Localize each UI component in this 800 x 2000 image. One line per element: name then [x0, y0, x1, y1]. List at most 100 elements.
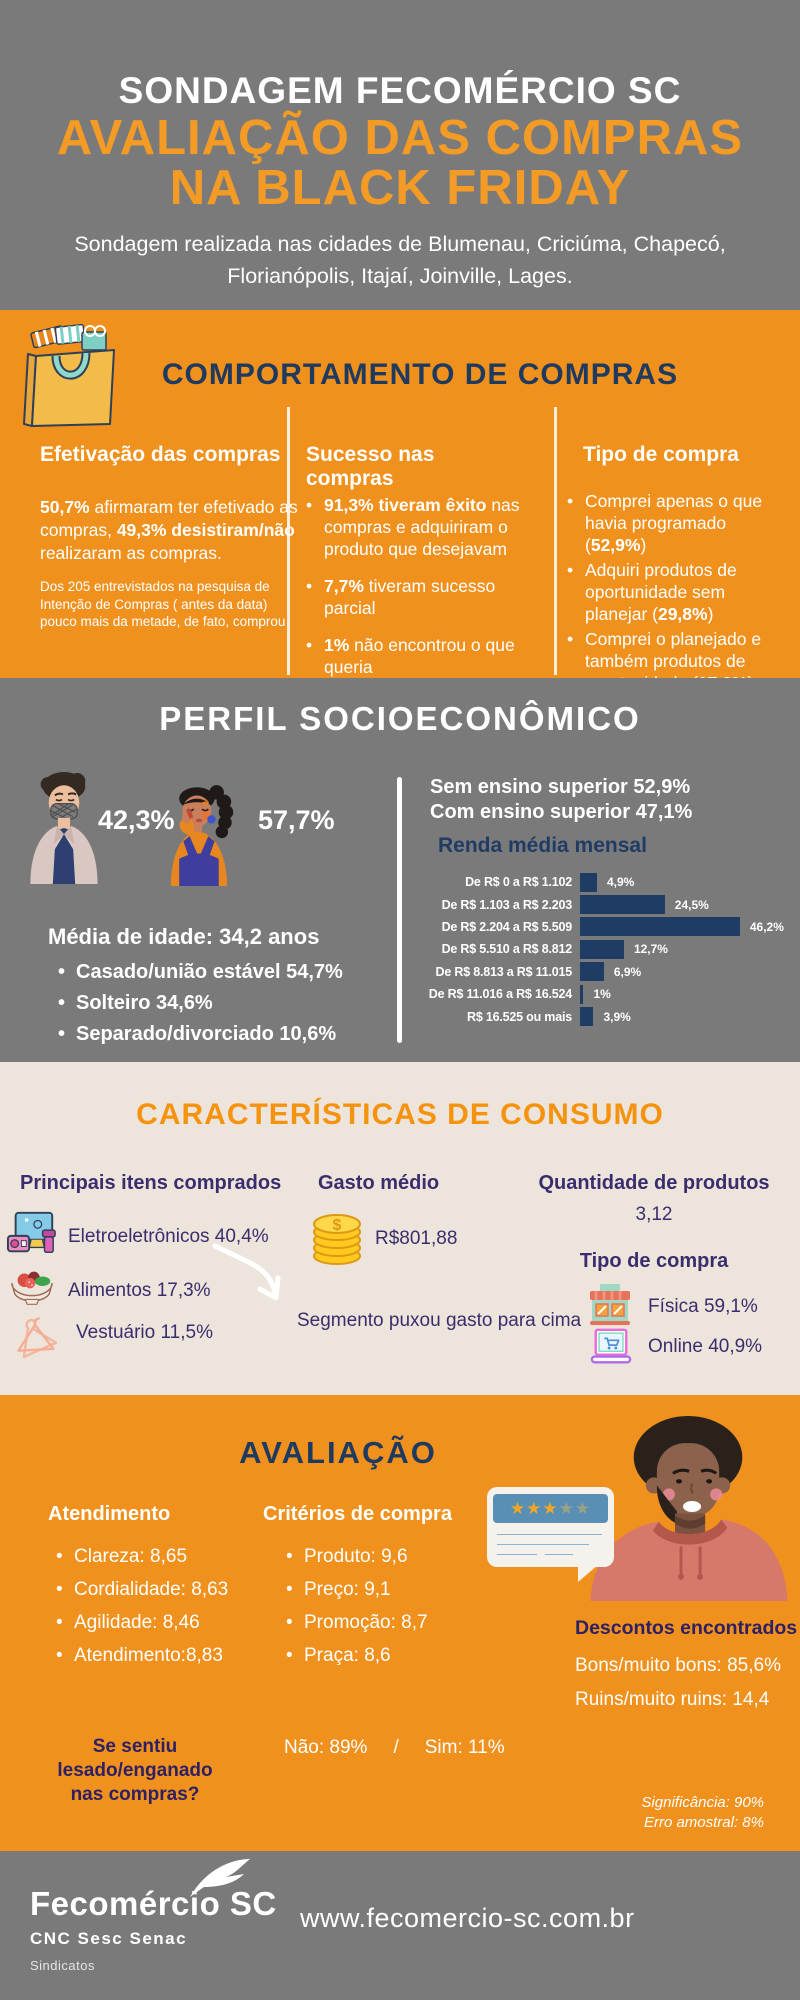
- feather-icon: [188, 1857, 252, 1899]
- tipo-compra-bullet-list: Comprei apenas o que havia programado (5…: [567, 490, 779, 697]
- chart-value-label: 1%: [593, 987, 611, 1002]
- section-consumo: CARACTERÍSTICAS DE CONSUMO Principais it…: [0, 1062, 800, 1395]
- chart-bar: [580, 939, 624, 959]
- average-age: Média de idade: 34,2 anos: [48, 924, 320, 949]
- hanger-icon: [12, 1312, 58, 1359]
- education-stats: Sem ensino superior 52,9% Com ensino sup…: [430, 775, 692, 825]
- laptop-icon: [590, 1328, 632, 1366]
- list-item: Clareza: 8,65: [56, 1547, 256, 1568]
- lesado-separator: /: [393, 1737, 399, 1758]
- quantidade-heading: Quantidade de produtos: [538, 1172, 770, 1194]
- sucesso-heading: Sucesso nas compras: [306, 443, 435, 490]
- methodology-notes: Significância: 90% Erro amostral: 8%: [641, 1793, 764, 1833]
- list-item: Separado/divorciado 10,6%: [58, 1023, 388, 1045]
- marital-status-list: Casado/união estável 54,7% Solteiro 34,6%…: [58, 961, 388, 1054]
- income-bar-chart: De R$ 0 a R$ 1.102 4,9% De R$ 1.103 a R$…: [402, 871, 784, 1028]
- gasto-heading: Gasto médio: [318, 1172, 440, 1194]
- section-title-consumo: CARACTERÍSTICAS DE CONSUMO: [136, 1098, 664, 1131]
- list-item: Praça: 8,6: [286, 1646, 476, 1667]
- item-label: Eletroeletrônicos 40,4%: [68, 1226, 269, 1247]
- tipo-compra-heading: Tipo de compra: [583, 443, 739, 466]
- chart-category-label: De R$ 11.016 a R$ 16.524: [428, 987, 572, 1002]
- education-line1: Sem ensino superior 52,9%: [430, 776, 691, 798]
- chart-bar: [580, 984, 584, 1004]
- star-icon: ★: [558, 1499, 575, 1518]
- curved-arrow-icon: [205, 1240, 297, 1318]
- survey-kicker: SONDAGEM FECOMÉRCIO SC: [118, 70, 682, 111]
- person-illustration: [572, 1415, 794, 1601]
- chart-bar: [580, 962, 604, 982]
- efetivacao-note: Dos 205 entrevistados na pesquisa de Int…: [40, 579, 286, 629]
- list-item: Comprei apenas o que havia programado (5…: [567, 490, 779, 556]
- section-title-avaliacao: AVALIAÇÃO: [239, 1435, 437, 1470]
- review-text-line: [497, 1554, 537, 1555]
- coins-icon: $: [308, 1210, 366, 1266]
- section-perfil: PERFIL SOCIOECONÔMICO 42,3%: [0, 678, 800, 1062]
- list-item: Promoção: 8,7: [286, 1613, 476, 1634]
- list-item: 7,7% tiveram sucesso parcial: [306, 575, 521, 619]
- list-item: 1% não encontrou o que queria: [306, 634, 521, 678]
- male-percentage: 42,3%: [98, 805, 175, 835]
- chart-value-label: 46,2%: [749, 919, 784, 934]
- fecomercio-logo: Fecomércio SC CNC Sesc Senac Sindicatos: [30, 1859, 277, 1973]
- section-title-comportamento: COMPORTAMENTO DE COMPRAS: [161, 358, 679, 391]
- chart-bar: [580, 1007, 594, 1027]
- page-title-line2: NA BLACK FRIDAY: [169, 161, 631, 215]
- itens-heading: Principais itens comprados: [20, 1172, 282, 1194]
- tipo-compra-consumo-heading: Tipo de compra: [579, 1250, 729, 1272]
- store-icon: [588, 1284, 632, 1326]
- logo-subtext2: Sindicatos: [30, 1958, 95, 1973]
- logo-text: Fecomércio SC: [30, 1885, 277, 1922]
- chart-row: De R$ 0 a R$ 1.102 4,9%: [402, 871, 784, 893]
- lesado-sim: Sim: 11%: [424, 1737, 505, 1758]
- lesado-question: Se sentiu lesado/enganado nas compras?: [14, 1735, 256, 1807]
- column-divider: [287, 407, 290, 675]
- star-icon: ★: [542, 1499, 559, 1518]
- chart-value-label: 4,9%: [606, 875, 635, 890]
- speech-bubble-tail: [578, 1565, 598, 1582]
- star-icon: ★: [509, 1499, 527, 1518]
- chart-row: De R$ 1.103 a R$ 2.203 24,5%: [402, 893, 784, 915]
- list-item: Cordialidade: 8,63: [56, 1580, 256, 1601]
- lesado-question-line2: nas compras?: [70, 1784, 200, 1805]
- sucesso-bullet-list: 91,3% tiveram êxito nas compras e adquir…: [306, 494, 521, 693]
- list-item: Solteiro 34,6%: [58, 992, 388, 1014]
- criterios-heading: Critérios de compra: [263, 1503, 452, 1525]
- atendimento-heading: Atendimento: [48, 1503, 171, 1525]
- chart-row: De R$ 8.813 a R$ 11.015 6,9%: [402, 961, 784, 983]
- quantidade-value: 3,12: [635, 1204, 673, 1225]
- descontos-heading: Descontos encontrados: [575, 1617, 798, 1639]
- female-percentage: 57,7%: [258, 805, 335, 835]
- chart-bar: [580, 895, 665, 915]
- atendimento-list: Clareza: 8,65 Cordialidade: 8,63 Agilidade…: [56, 1547, 256, 1679]
- chart-row: De R$ 2.204 a R$ 5.509 46,2%: [402, 916, 784, 938]
- woman-illustration: [158, 782, 242, 886]
- gasto-value: R$801,88: [375, 1228, 458, 1249]
- list-item: 91,3% tiveram êxito nas compras e adquir…: [306, 494, 521, 560]
- shopping-bag-icon: [16, 322, 128, 434]
- logo-subtext: CNC Sesc Senac: [30, 1929, 188, 1948]
- star-icon: ★: [574, 1499, 592, 1518]
- erro-amostral-note: Erro amostral: 8%: [643, 1814, 764, 1831]
- online-label: Online 40,9%: [648, 1336, 763, 1357]
- star-icon: ★: [526, 1499, 543, 1518]
- chart-title: Renda média mensal: [438, 834, 647, 857]
- efetivacao-text: 50,7% afirmaram ter efetivado as compras…: [40, 497, 298, 563]
- section-footer: Fecomércio SC CNC Sesc Senac Sindicatos …: [0, 1851, 800, 2000]
- chart-row: De R$ 11.016 a R$ 16.524 1%: [402, 983, 784, 1005]
- gasto-note: Segmento puxou gasto para cima: [297, 1310, 582, 1331]
- chart-value-label: 24,5%: [674, 897, 709, 912]
- review-text-line: [497, 1544, 589, 1545]
- list-item: Adquiri produtos de oportunidade sem pla…: [567, 559, 779, 625]
- chart-category-label: De R$ 1.103 a R$ 2.203: [441, 897, 573, 912]
- section-header: SONDAGEM FECOMÉRCIO SC AVALIAÇÃO DAS COM…: [0, 0, 800, 310]
- chart-bar: [580, 917, 740, 937]
- chart-category-label: De R$ 8.813 a R$ 11.015: [435, 964, 573, 979]
- chart-value-label: 6,9%: [613, 964, 642, 979]
- descontos-line1: Bons/muito bons: 85,6%: [575, 1655, 781, 1676]
- fisica-label: Física 59,1%: [648, 1296, 758, 1317]
- page-title-line1: AVALIAÇÃO DAS COMPRAS: [56, 111, 744, 165]
- chart-category-label: R$ 16.525 ou mais: [467, 1009, 572, 1024]
- section-comportamento: COMPORTAMENTO DE COMPRAS Efetivação das …: [0, 310, 800, 693]
